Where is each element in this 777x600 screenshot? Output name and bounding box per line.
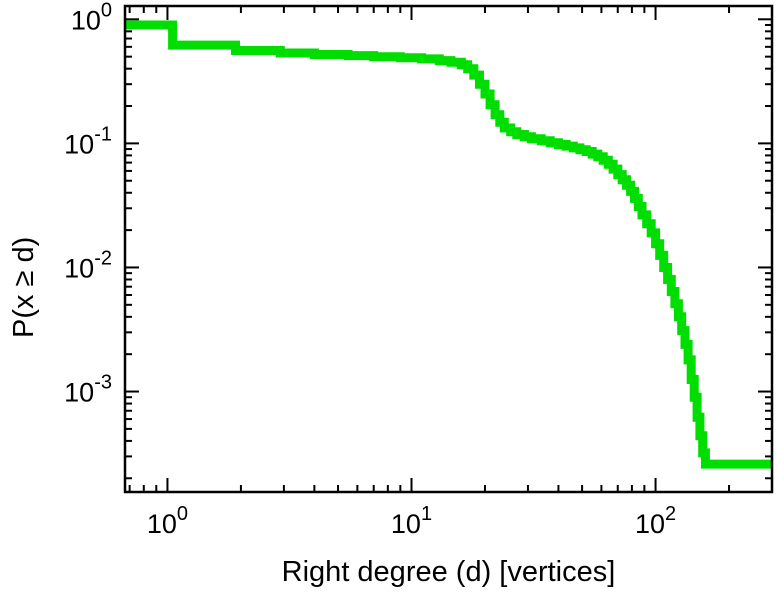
y-tick-label: 10-1 <box>64 123 112 159</box>
x-axis-label: Right degree (d) [vertices] <box>281 556 616 588</box>
x-tick-label: 102 <box>635 503 676 539</box>
y-axis-label: P(x ≥ d) <box>8 236 40 338</box>
y-tick-label: 100 <box>71 0 112 35</box>
y-tick-label: 10-3 <box>64 372 112 408</box>
y-tick-label: 10-2 <box>64 247 112 283</box>
x-tick-label: 101 <box>391 503 432 539</box>
ccdf-curve <box>125 20 772 469</box>
x-tick-label: 100 <box>147 503 188 539</box>
plot-border <box>123 4 774 494</box>
